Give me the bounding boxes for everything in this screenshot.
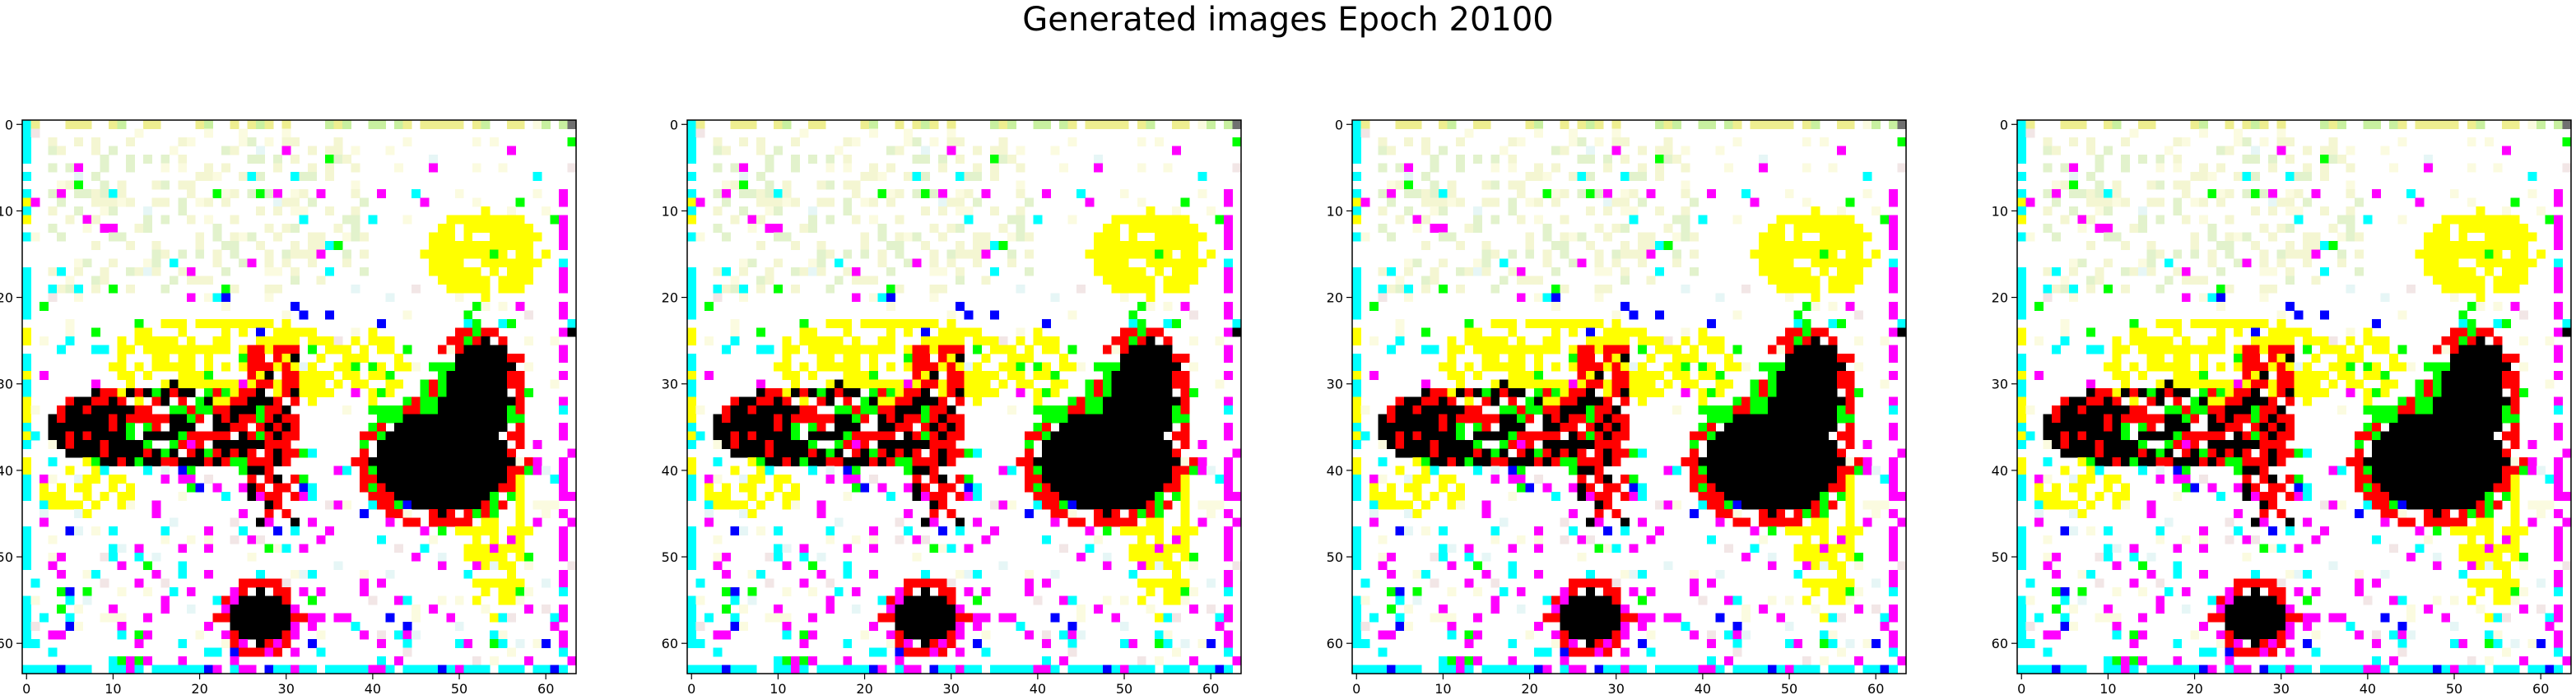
y-tick-label: 60 bbox=[662, 636, 678, 651]
axes-frame bbox=[686, 119, 1242, 674]
generated-image-1: 0 10 20 30 40 50 60 0 10 20 30 40 50 60 bbox=[0, 117, 577, 695]
x-tick-label: 30 bbox=[943, 681, 960, 695]
y-tick-label: 50 bbox=[1327, 549, 1343, 565]
x-tick-label: 40 bbox=[365, 681, 381, 695]
y-tick-label: 40 bbox=[1327, 463, 1343, 479]
x-tick-label: 50 bbox=[451, 681, 467, 695]
generated-image-3: 0 10 20 30 40 50 60 0 10 20 30 40 50 60 bbox=[1327, 117, 1907, 695]
x-tick-label: 50 bbox=[1781, 681, 1797, 695]
y-tick-label: 10 bbox=[1327, 203, 1343, 219]
x-tick-label: 50 bbox=[2446, 681, 2462, 695]
image-pixels bbox=[1352, 120, 1907, 674]
x-tick-label: 30 bbox=[2273, 681, 2290, 695]
y-tick-label: 0 bbox=[1335, 117, 1343, 132]
x-tick-label: 0 bbox=[22, 681, 30, 695]
y-tick-label: 10 bbox=[662, 203, 678, 219]
y-tick-label: 30 bbox=[662, 377, 678, 392]
y-tick-label: 20 bbox=[1992, 290, 2008, 306]
y-tick-label: 40 bbox=[1992, 463, 2008, 479]
x-tick-label: 60 bbox=[1202, 681, 1219, 695]
x-tick-label: 40 bbox=[1030, 681, 1046, 695]
x-tick-label: 40 bbox=[1695, 681, 1711, 695]
axes-frame bbox=[1351, 119, 1907, 674]
image-pixels bbox=[22, 120, 577, 674]
x-tick-label: 20 bbox=[2186, 681, 2202, 695]
x-tick-label: 20 bbox=[856, 681, 872, 695]
axes-frame bbox=[2016, 119, 2572, 674]
x-tick-label: 60 bbox=[1867, 681, 1884, 695]
y-tick-label: 30 bbox=[1992, 377, 2008, 392]
figure-title: Generated images Epoch 20100 bbox=[1022, 1, 1554, 39]
y-tick-label: 60 bbox=[0, 636, 13, 651]
y-tick-label: 40 bbox=[0, 463, 13, 479]
x-tick-label: 10 bbox=[1434, 681, 1451, 695]
y-tick-label: 20 bbox=[1327, 290, 1343, 306]
x-tick-label: 40 bbox=[2360, 681, 2376, 695]
x-tick-label: 0 bbox=[1352, 681, 1360, 695]
image-pixels bbox=[2017, 120, 2572, 674]
x-tick-label: 0 bbox=[687, 681, 695, 695]
y-tick-label: 50 bbox=[1992, 549, 2008, 565]
y-tick-label: 10 bbox=[1992, 203, 2008, 219]
x-tick-label: 30 bbox=[278, 681, 295, 695]
axes-frame bbox=[21, 119, 577, 674]
x-tick-label: 10 bbox=[2099, 681, 2116, 695]
y-tick-label: 30 bbox=[1327, 377, 1343, 392]
x-tick-label: 60 bbox=[2532, 681, 2549, 695]
y-tick-label: 0 bbox=[2000, 117, 2008, 132]
y-tick-label: 60 bbox=[1327, 636, 1343, 651]
x-tick-label: 50 bbox=[1116, 681, 1132, 695]
generated-image-2: 0 10 20 30 40 50 60 0 10 20 30 40 50 60 bbox=[662, 117, 1242, 695]
x-tick-label: 10 bbox=[770, 681, 786, 695]
y-tick-label: 30 bbox=[0, 377, 13, 392]
y-tick-label: 10 bbox=[0, 203, 13, 219]
y-tick-label: 0 bbox=[670, 117, 678, 132]
y-tick-label: 50 bbox=[0, 549, 13, 565]
y-tick-label: 40 bbox=[662, 463, 678, 479]
y-tick-label: 20 bbox=[662, 290, 678, 306]
y-tick-label: 20 bbox=[0, 290, 13, 306]
x-tick-label: 20 bbox=[1521, 681, 1537, 695]
x-tick-label: 0 bbox=[2017, 681, 2025, 695]
x-tick-label: 30 bbox=[1608, 681, 1625, 695]
y-tick-label: 50 bbox=[662, 549, 678, 565]
y-tick-label: 0 bbox=[5, 117, 13, 132]
generated-image-4: 0 10 20 30 40 50 60 0 10 20 30 40 50 60 bbox=[1992, 117, 2572, 695]
image-pixels bbox=[687, 120, 1242, 674]
x-tick-label: 20 bbox=[191, 681, 207, 695]
x-tick-label: 10 bbox=[105, 681, 121, 695]
x-tick-label: 60 bbox=[537, 681, 554, 695]
y-tick-label: 60 bbox=[1992, 636, 2008, 651]
